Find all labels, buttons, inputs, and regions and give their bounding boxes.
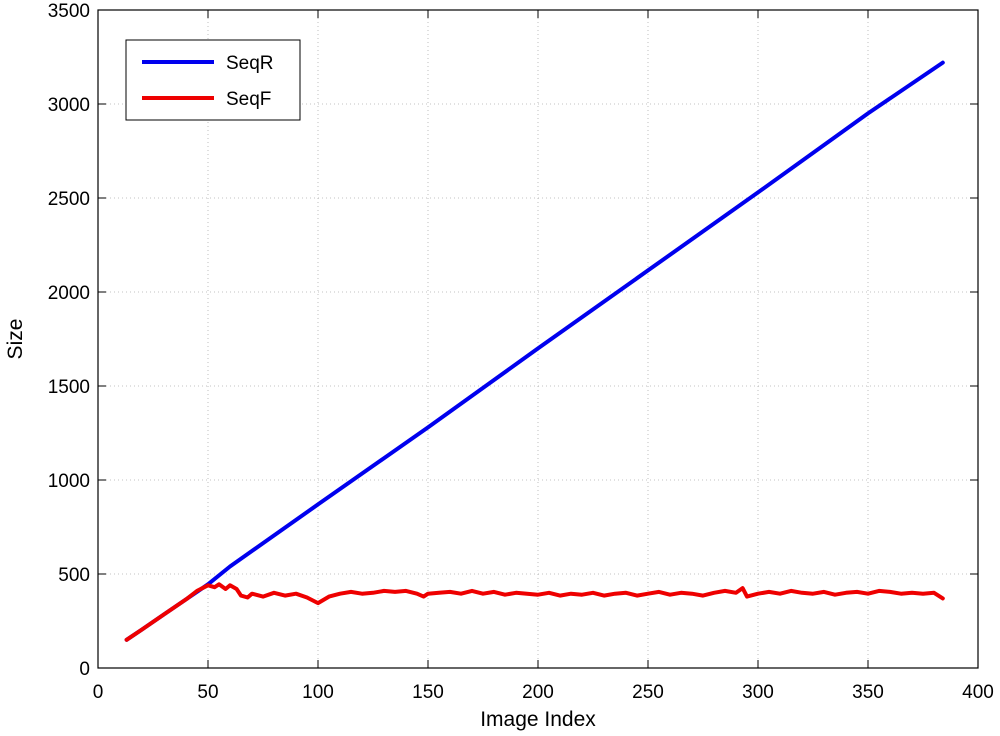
x-tick-label: 300 — [742, 682, 774, 703]
x-tick-label: 350 — [852, 682, 884, 703]
grid-lines — [98, 10, 978, 668]
y-tick-label: 1000 — [48, 471, 90, 492]
legend: SeqR SeqF — [125, 39, 301, 121]
x-tick-label: 100 — [302, 682, 334, 703]
x-tick-label: 50 — [197, 682, 218, 703]
x-tick-labels: 0 50 100 150 200 250 300 350 400 — [93, 682, 994, 703]
y-tick-label: 3000 — [48, 95, 90, 116]
series-line-seqf — [124, 582, 945, 642]
y-tick-label: 2000 — [48, 283, 90, 304]
y-tick-labels: 0 500 1000 1500 2000 2500 3000 3500 — [48, 1, 90, 680]
legend-label-seqr: SeqR — [226, 53, 274, 74]
x-tick-label: 0 — [93, 682, 104, 703]
legend-box — [125, 39, 301, 121]
series-layer — [124, 60, 945, 642]
y-tick-label: 2500 — [48, 189, 90, 210]
y-tick-label: 1500 — [48, 377, 90, 398]
x-axis-title: Image Index — [480, 708, 596, 731]
y-axis-title: Size — [4, 319, 27, 360]
x-tick-label: 400 — [962, 682, 994, 703]
y-tick-label: 3500 — [48, 1, 90, 22]
legend-label-seqf: SeqF — [226, 89, 271, 110]
axis-ticks — [97, 9, 979, 669]
x-tick-label: 200 — [522, 682, 554, 703]
y-tick-label: 0 — [79, 659, 90, 680]
x-tick-label: 150 — [412, 682, 444, 703]
x-tick-label: 250 — [632, 682, 664, 703]
y-tick-label: 500 — [58, 565, 90, 586]
